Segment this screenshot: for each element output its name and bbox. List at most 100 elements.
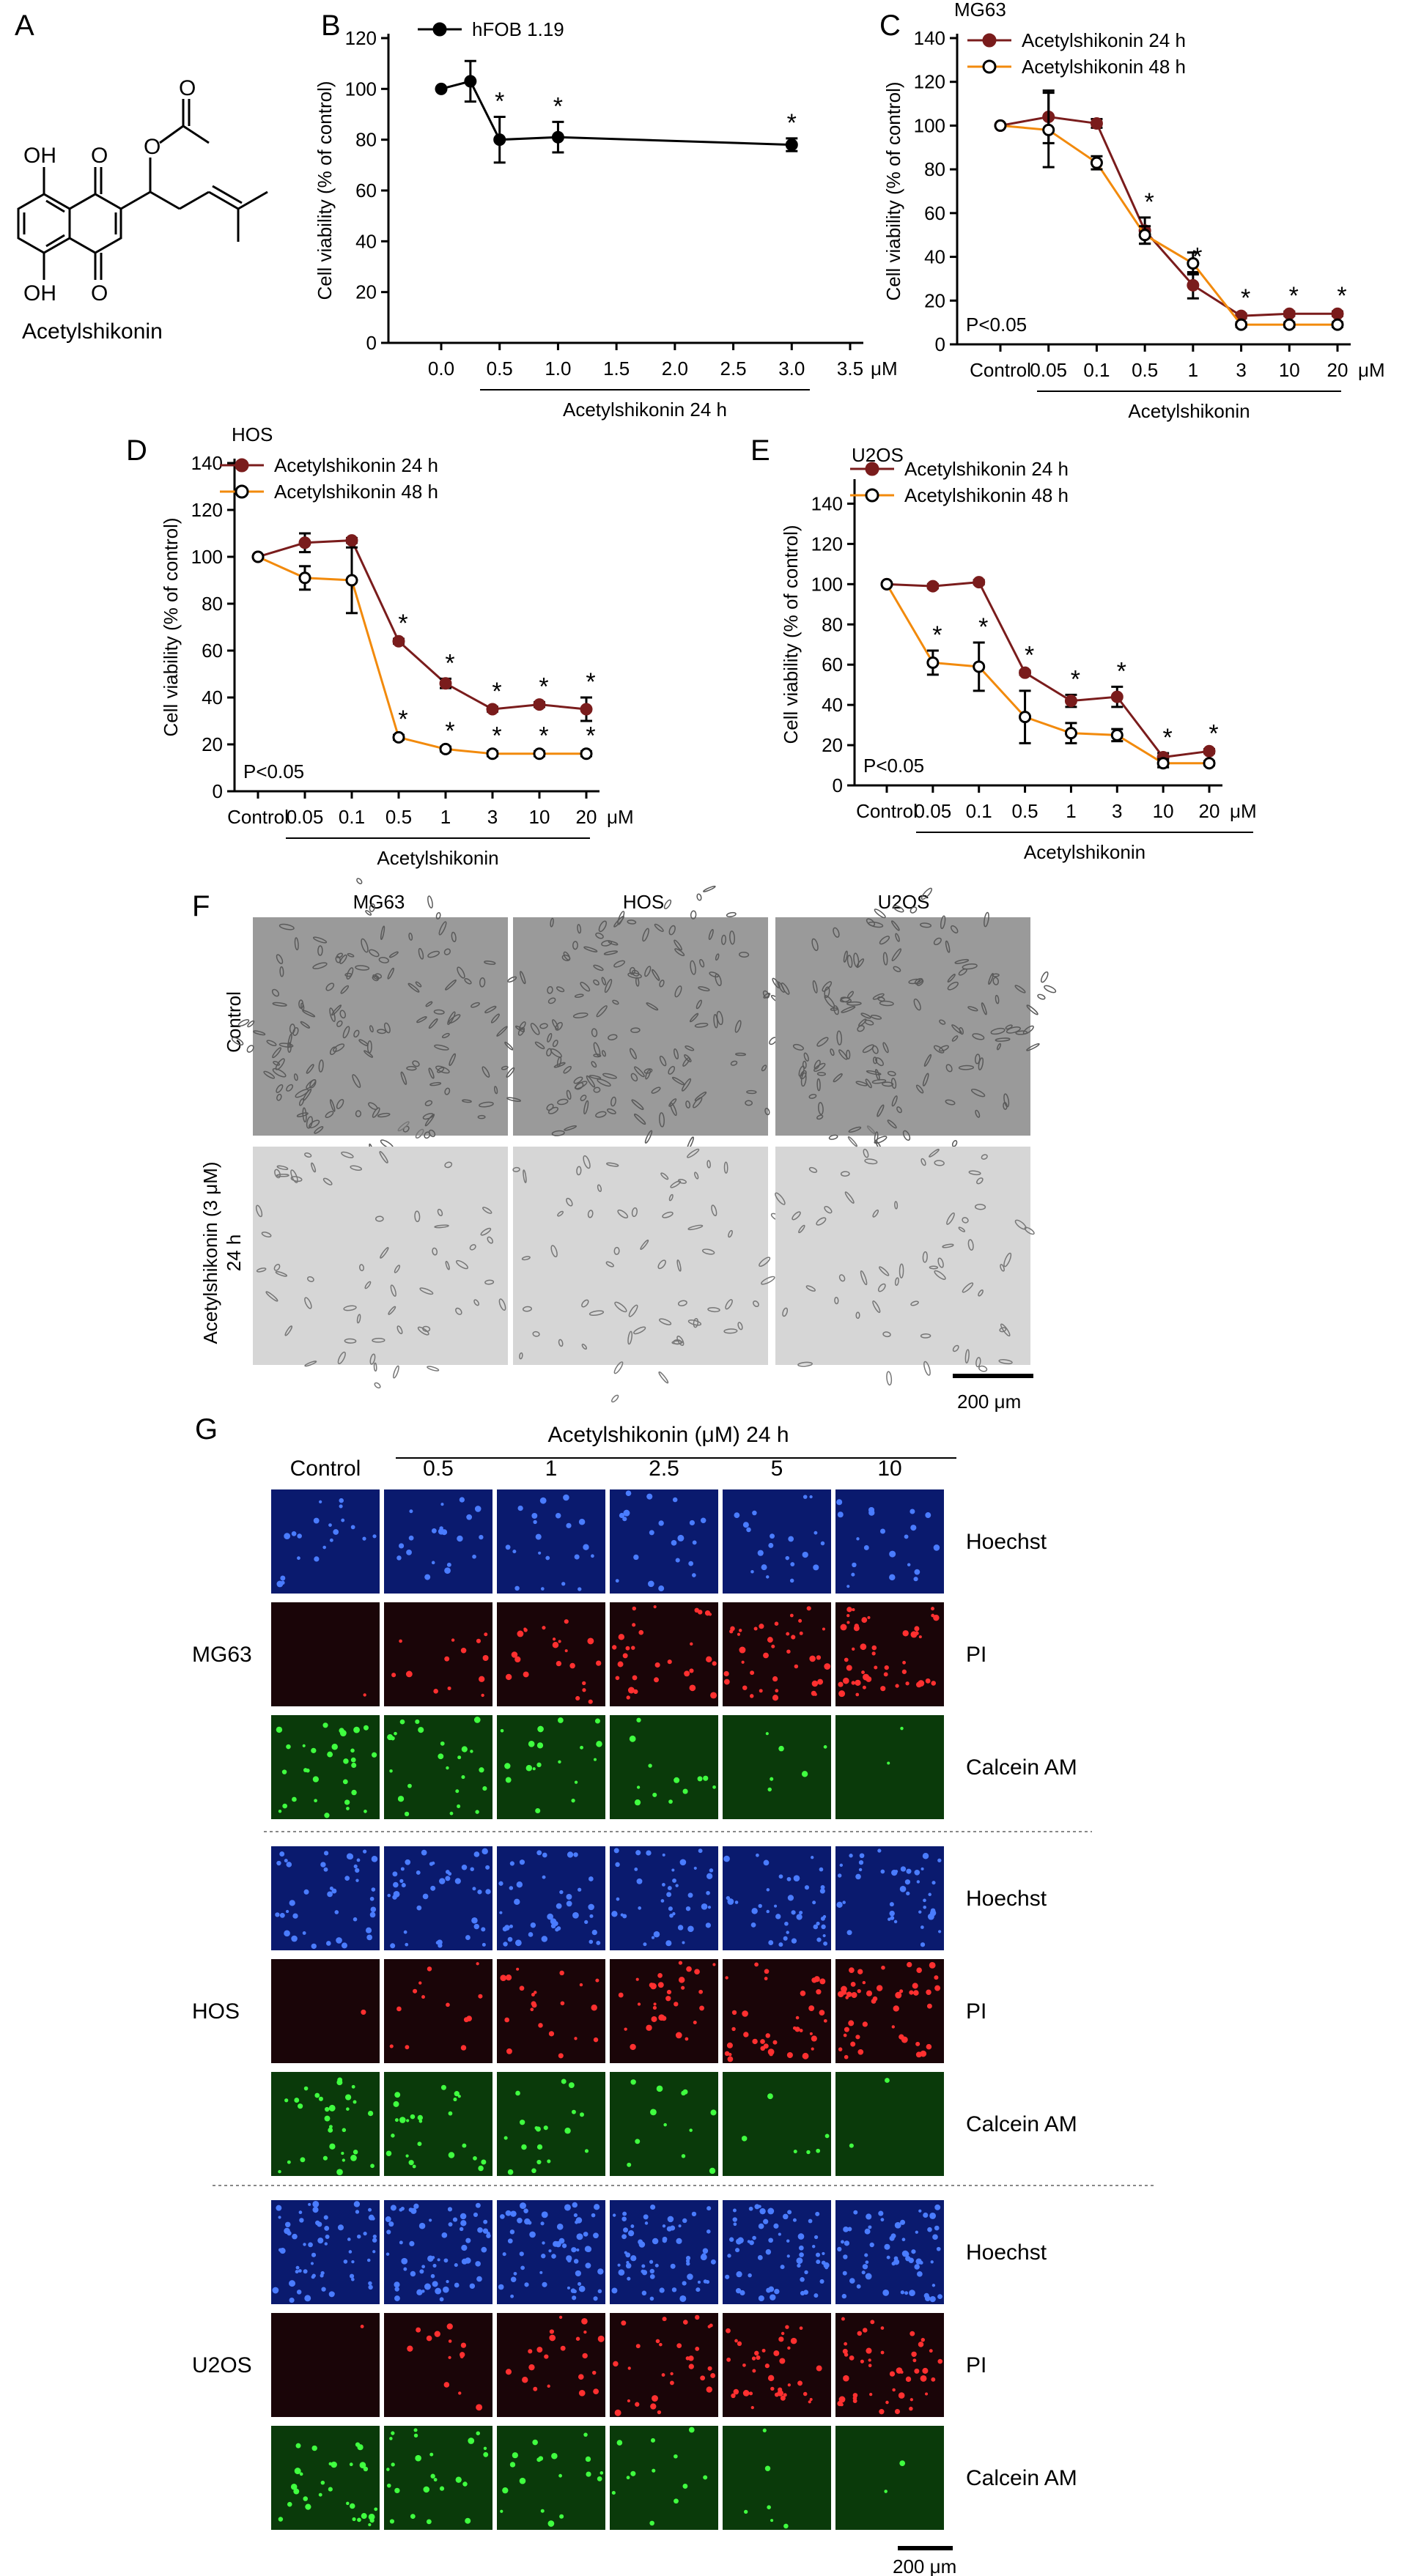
cell-dot (505, 1544, 511, 1550)
cell-dot (630, 2043, 636, 2051)
cell-shape (435, 911, 441, 919)
cell-shape (519, 1352, 523, 1360)
cell-shape (782, 1307, 789, 1317)
cell-dot (287, 2501, 292, 2507)
cell-shape (934, 1270, 946, 1280)
cell-dot (552, 1637, 556, 1641)
column-header: 0.5 (423, 1457, 454, 1481)
cell-dot (851, 1572, 855, 1577)
cell-shape (375, 973, 383, 979)
cell-dot (925, 1512, 931, 1518)
cell-dot (567, 1851, 574, 1858)
cell-dot (460, 2342, 467, 2348)
cell-dot (623, 2227, 629, 2233)
cell-dot (616, 2440, 623, 2446)
fluorescence-image (723, 1715, 831, 1819)
cell-dot (684, 1670, 690, 1677)
cell-dot (930, 2260, 934, 2264)
cell-dot (394, 2487, 400, 2494)
cell-dot (690, 1642, 693, 1646)
legend-marker (235, 458, 249, 473)
image-background (610, 1846, 718, 1950)
cell-dot (790, 1562, 795, 1566)
x-tick-label: 2.0 (662, 358, 688, 380)
cell-dot (703, 2279, 708, 2284)
cell-dot (869, 2242, 874, 2248)
cell-dot (868, 1509, 875, 1516)
cell-dot (580, 1745, 583, 1750)
cell-shape (920, 922, 932, 928)
cell-dot (731, 2010, 737, 2016)
cell-shape (644, 1130, 653, 1144)
cell-dot (934, 1975, 939, 1980)
cell-dot (304, 2295, 311, 2302)
x-axis-label: Acetylshikonin (377, 847, 498, 869)
cell-dot (937, 1858, 942, 1862)
cell-shape (693, 1317, 699, 1328)
cell-dot (846, 1585, 850, 1588)
cell-shape (424, 1100, 433, 1106)
cell-dot (473, 2156, 477, 2161)
cell-dot (899, 1886, 907, 1892)
image-background (497, 2072, 605, 2176)
cell-shape (1003, 1093, 1010, 1108)
cell-shape (473, 1299, 480, 1306)
cell-dot (638, 1906, 642, 1910)
cell-shape (734, 1020, 742, 1033)
cell-shape (572, 941, 578, 950)
cell-dot (753, 1626, 758, 1631)
cell-dot (910, 1509, 915, 1514)
cell-dot (907, 1563, 911, 1566)
cell-dot (517, 2217, 523, 2224)
fluorescence-image (384, 2072, 492, 2176)
cell-shape (816, 1072, 827, 1076)
cell-dot (759, 2207, 766, 2215)
cell-dot (394, 2092, 401, 2098)
cell-dot (460, 2352, 465, 2358)
cell-dot (538, 2023, 543, 2028)
cell-dot (426, 2519, 432, 2525)
cell-dot (451, 1638, 455, 1642)
cell-shape (696, 999, 702, 1010)
cell-dot (549, 2334, 556, 2342)
image-background (610, 2426, 718, 2530)
cell-shape (434, 1044, 449, 1051)
cell-dot (675, 2032, 682, 2039)
cell-shape (309, 1119, 320, 1129)
cell-shape (654, 923, 664, 932)
image-background (610, 2200, 718, 2304)
cell-shape (394, 1265, 401, 1273)
cell-shape (759, 1256, 771, 1267)
cell-dot (658, 1585, 665, 1591)
cell-shape (775, 1192, 786, 1205)
cell-dot (685, 1906, 691, 1911)
cell-dot (737, 2237, 744, 2244)
cell-dot (679, 1859, 687, 1866)
cell-dot (811, 2047, 814, 2051)
cell-dot (706, 2206, 712, 2211)
cell-dot (372, 1534, 377, 1539)
cell-dot (852, 1562, 857, 1568)
cell-dot (558, 1760, 561, 1764)
image-background (835, 1602, 944, 1706)
cell-dot (511, 1651, 518, 1658)
cell-dot (741, 2136, 748, 2142)
image-background (384, 1602, 492, 1706)
cell-dot (688, 1561, 694, 1566)
cell-dot (408, 1535, 414, 1541)
cell-shape (237, 1019, 250, 1027)
cell-dot (556, 1926, 561, 1931)
x-tick-label: 2.5 (720, 358, 746, 380)
cell-dot (786, 2254, 790, 2258)
cell-shape (388, 951, 399, 958)
cell-dot (689, 1668, 694, 1673)
cell-shape (951, 1035, 959, 1042)
cell-dot (551, 2254, 556, 2259)
cell-dot (482, 1848, 488, 1855)
cell-dot (926, 2003, 932, 2009)
cell-shape (763, 993, 771, 999)
cell-dot (772, 1695, 779, 1701)
cell-shape (642, 928, 649, 942)
cell-shape (490, 1013, 500, 1024)
